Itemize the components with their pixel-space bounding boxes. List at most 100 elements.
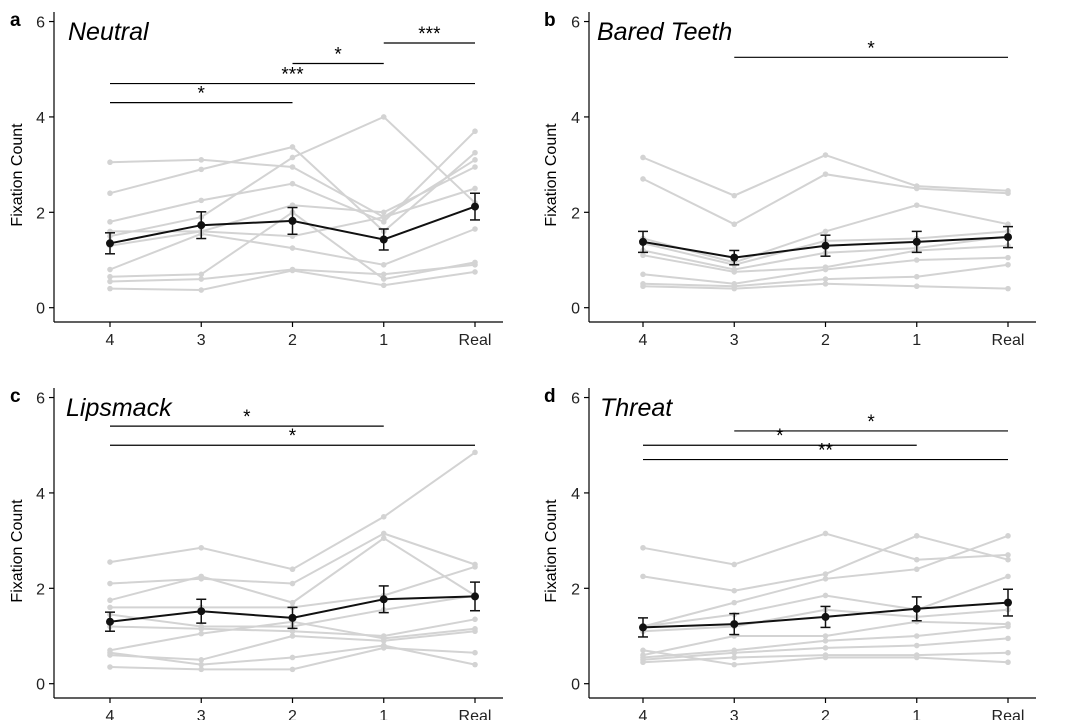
participant-point bbox=[198, 157, 205, 163]
participant-point bbox=[472, 261, 478, 268]
participant-point bbox=[380, 637, 387, 644]
sig-label: * bbox=[243, 407, 251, 428]
participant-point bbox=[640, 283, 646, 290]
participant-point bbox=[731, 661, 738, 668]
participant-point bbox=[731, 587, 738, 594]
participant-point bbox=[198, 661, 205, 668]
participant-point bbox=[913, 566, 920, 573]
participant-point bbox=[472, 185, 478, 192]
participant-point bbox=[1005, 552, 1011, 558]
participant-point bbox=[822, 571, 829, 577]
participant-point bbox=[380, 219, 387, 225]
y-tick-label: 6 bbox=[36, 391, 45, 408]
participant-point bbox=[913, 654, 920, 661]
sig-label: * bbox=[334, 45, 342, 66]
participant-point bbox=[640, 659, 646, 666]
participant-point bbox=[380, 261, 387, 268]
participant-point bbox=[913, 185, 920, 192]
sig-label: ** bbox=[818, 441, 833, 462]
participant-point bbox=[640, 271, 646, 278]
participant-point bbox=[1005, 659, 1011, 666]
participant-point bbox=[107, 664, 113, 670]
panel-title: Threat bbox=[600, 394, 673, 422]
x-tick-label: Real bbox=[459, 332, 492, 349]
participant-point bbox=[472, 149, 478, 156]
participant-point bbox=[289, 267, 296, 274]
x-tick-label: 4 bbox=[106, 332, 115, 349]
participant-point bbox=[380, 513, 387, 520]
participant-point bbox=[380, 276, 387, 282]
mean-point bbox=[471, 592, 479, 601]
participant-point bbox=[640, 176, 646, 182]
panel-letter: d bbox=[544, 386, 556, 407]
participant-point bbox=[198, 657, 205, 663]
y-tick-label: 0 bbox=[571, 677, 580, 694]
participant-point bbox=[472, 649, 478, 656]
participant-point bbox=[731, 599, 738, 606]
participant-point bbox=[289, 654, 296, 661]
participant-point bbox=[107, 190, 113, 197]
mean-point bbox=[1004, 598, 1012, 607]
participant-point bbox=[1005, 285, 1011, 292]
participant-point bbox=[289, 599, 296, 606]
participant-point bbox=[1005, 623, 1011, 630]
x-tick-label: 3 bbox=[730, 332, 739, 349]
participant-point bbox=[107, 273, 113, 280]
participant-point bbox=[731, 654, 738, 661]
participant-point bbox=[107, 559, 113, 565]
participant-point bbox=[640, 154, 646, 161]
mean-point bbox=[379, 235, 388, 244]
y-tick-label: 2 bbox=[36, 581, 45, 598]
participant-point bbox=[198, 630, 205, 637]
participant-point bbox=[107, 278, 113, 285]
participant-line bbox=[109, 532, 476, 585]
participant-point bbox=[731, 221, 738, 228]
participant-point bbox=[107, 580, 113, 587]
y-tick-label: 6 bbox=[571, 391, 580, 408]
x-tick-label: Real bbox=[459, 708, 492, 720]
mean-point bbox=[1004, 233, 1012, 242]
panel-title: Lipsmack bbox=[66, 394, 173, 422]
participant-point bbox=[380, 114, 387, 120]
participant-point bbox=[822, 654, 829, 661]
participant-point bbox=[822, 633, 829, 639]
participant-point bbox=[380, 642, 387, 649]
participant-point bbox=[472, 564, 478, 570]
mean-point bbox=[106, 617, 114, 626]
mean-point bbox=[288, 613, 297, 622]
participant-point bbox=[640, 252, 646, 259]
x-tick-label: 1 bbox=[912, 708, 921, 720]
participant-point bbox=[380, 535, 387, 542]
sig-label: * bbox=[776, 426, 784, 447]
participant-point bbox=[472, 269, 478, 275]
y-tick-label: 4 bbox=[36, 486, 45, 503]
y-axis-label: Fixation Count bbox=[9, 123, 26, 227]
mean-point bbox=[639, 237, 647, 246]
participant-point bbox=[198, 544, 205, 551]
participant-point bbox=[107, 649, 113, 656]
participant-line bbox=[642, 532, 1009, 566]
participant-point bbox=[289, 580, 296, 587]
x-tick-label: 1 bbox=[379, 708, 388, 720]
mean-point bbox=[197, 221, 206, 230]
mean-point bbox=[379, 595, 388, 604]
participant-point bbox=[731, 192, 738, 199]
sig-label: * bbox=[867, 412, 875, 433]
participant-point bbox=[1005, 254, 1011, 261]
mean-point bbox=[471, 202, 479, 211]
participant-point bbox=[289, 245, 296, 251]
participant-point bbox=[913, 283, 920, 290]
mean-point bbox=[821, 241, 830, 250]
participant-point bbox=[822, 171, 829, 177]
participant-point bbox=[731, 649, 738, 656]
participant-point bbox=[198, 197, 205, 204]
mean-point bbox=[106, 239, 114, 248]
sig-label: *** bbox=[418, 24, 441, 45]
participant-point bbox=[380, 271, 387, 278]
sig-label: *** bbox=[281, 65, 304, 86]
participant-point bbox=[640, 544, 646, 551]
mean-point bbox=[912, 604, 921, 613]
participant-line bbox=[642, 534, 1009, 592]
